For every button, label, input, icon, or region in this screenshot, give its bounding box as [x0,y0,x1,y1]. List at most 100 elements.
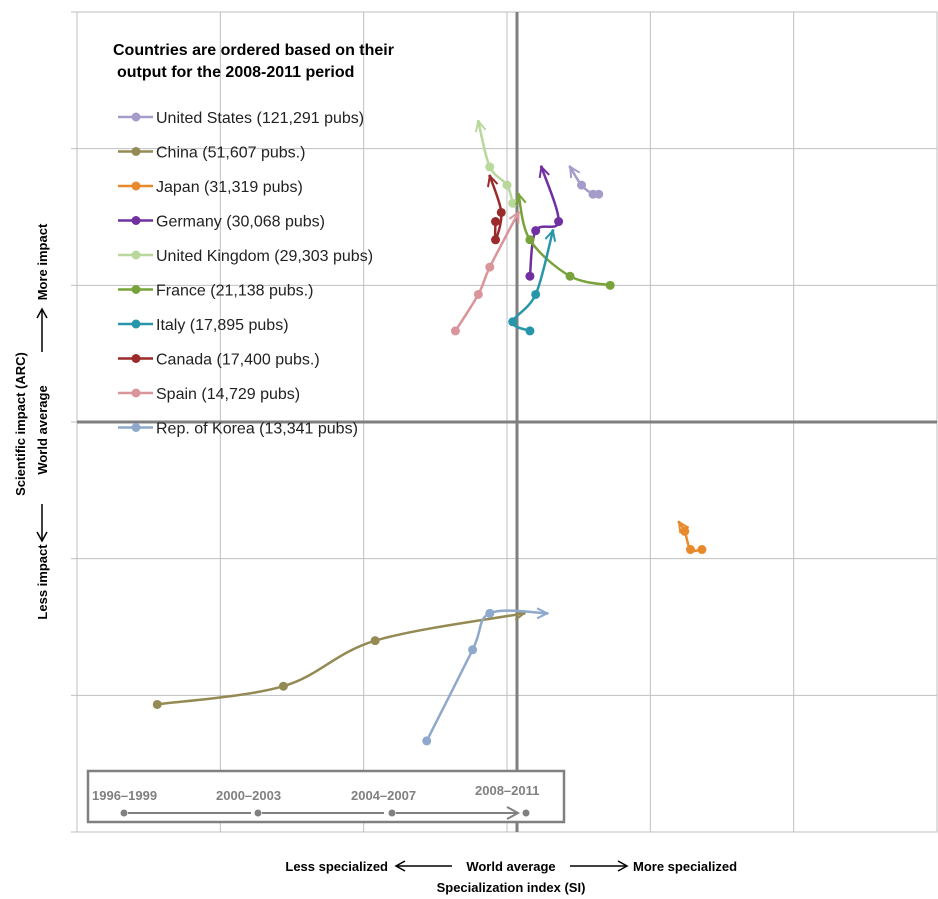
x-annotation-more: More specialized [633,859,737,874]
legend-swatch-dot [131,388,141,398]
y-axis-label: Scientific impact (ARC) [13,352,28,496]
series-2-point-1 [152,699,162,709]
series-3-point-4 [677,520,681,524]
legend-label: Italy (17,895 pubs) [156,317,289,334]
x-arrow-left-head [394,860,406,872]
period-key-dot-3 [388,809,396,817]
series-5-point-4 [476,119,480,123]
legend-swatch-dot [131,423,141,432]
legend-label: Canada (17,400 pubs.) [156,352,320,369]
period-label-3: 2004–2007 [351,788,416,803]
y-axis-title: Scientific impact (ARC) Less impact Worl… [13,223,50,620]
legend-item-10: Rep. of Korea (13,341 pubs) [118,421,358,438]
series-1 [568,165,604,199]
series-10-line [425,611,547,742]
series-3-point-1 [697,545,707,555]
legend-label: Rep. of Korea (13,341 pubs) [156,421,358,438]
series-4-point-4 [539,165,543,169]
series-4-point-3 [554,217,564,227]
series-9-line [454,212,520,332]
legend-swatch-dot [131,112,141,122]
series-4 [525,165,564,281]
y-annotation-more: More impact [35,223,50,300]
legend-swatch-dot [131,319,141,329]
series-2-point-2 [278,681,288,691]
legend-label: Spain (14,729 pubs) [156,386,300,403]
legend-item-8: Canada (17,400 pubs.) [118,352,320,369]
series-6-point-3 [525,235,535,245]
y-annotation-less: Less impact [35,544,50,620]
series-4-point-1 [525,271,535,281]
legend-swatch-dot [131,181,141,191]
series-6 [517,193,615,290]
y-annotation-center: World average [35,385,50,474]
series-6-point-4 [516,192,520,196]
series-8-point-3 [496,207,506,217]
series-6-point-1 [605,280,615,290]
period-key-dot-2 [254,809,262,817]
series-5-point-1 [508,198,518,208]
period-label-2: 2000–2003 [216,788,281,803]
legend-item-5: United Kingdom (29,303 pubs) [118,248,373,265]
period-key-dot-4 [522,809,530,817]
series-6-line [519,194,611,287]
x-annotation-less: Less specialized [285,859,388,874]
period-key: 1996–1999 2000–2003 2004–2007 2008–2011 [86,769,566,824]
period-key-arrow-head [506,806,521,820]
series-8-line [490,176,503,242]
period-label-4: 2008–2011 [475,783,539,798]
series-4-point-2 [531,226,541,236]
legend-label: China (51,607 pubs.) [156,145,305,162]
series-8-point-1 [491,217,501,227]
legend-item-7: Italy (17,895 pubs) [118,317,289,334]
x-axis-label: Specialization index (SI) [437,880,586,895]
legend-swatch-dot [131,216,141,225]
period-key-dot-1 [120,809,128,817]
legend-label: United Kingdom (29,303 pubs) [156,248,373,265]
legend-label: France (21,138 pubs.) [156,283,313,300]
series-5 [476,119,518,208]
legend-swatch-dot [131,250,141,260]
series-5-line [478,121,514,204]
legend-label: Germany (30,068 pubs) [156,214,325,231]
legend-item-1: United States (121,291 pubs) [118,110,364,127]
series-4-line [528,167,560,277]
legend-item-6: France (21,138 pubs.) [118,283,313,300]
series-2-point-3 [370,636,380,646]
series-3-point-3 [680,526,690,536]
x-annotation-center: World average [466,859,555,874]
period-label-1: 1996–1999 [92,788,157,803]
series-10-point-3 [485,608,495,618]
series-7-point-4 [551,229,555,233]
axis-ticks [71,11,77,833]
series-3-line [679,522,703,553]
y-arrow-down-head [36,531,48,543]
series-10-point-1 [422,736,432,746]
series-7-point-2 [508,317,518,327]
legend-item-3: Japan (31,319 pubs) [118,179,303,196]
series-7-point-1 [525,326,535,336]
series-9 [450,210,520,336]
legend: Countries are ordered based on their out… [113,42,394,438]
series-5-point-2 [502,180,512,190]
series-9-point-1 [450,326,460,336]
series-7 [508,229,555,336]
x-axis-title: Less specialized World average More spec… [285,859,737,895]
series-9-point-2 [473,289,483,299]
legend-swatch-dot [131,354,141,363]
legend-label: United States (121,291 pubs) [156,110,364,127]
series-10-point-2 [468,645,478,655]
legend-label: Japan (31,319 pubs) [156,179,303,196]
legend-items: United States (121,291 pubs) China (51,60… [118,110,373,438]
series-5-point-3 [485,162,495,172]
legend-swatch-dot [131,285,141,294]
x-arrow-right-head [617,860,629,872]
series-3 [677,520,707,555]
series-10-point-4 [545,611,549,615]
series-9-point-4 [516,210,520,214]
series-2 [152,612,526,709]
series-1-point-4 [568,165,572,169]
series-1-point-2 [588,189,598,199]
legend-title-line-1: Countries are ordered based on their [113,42,394,59]
